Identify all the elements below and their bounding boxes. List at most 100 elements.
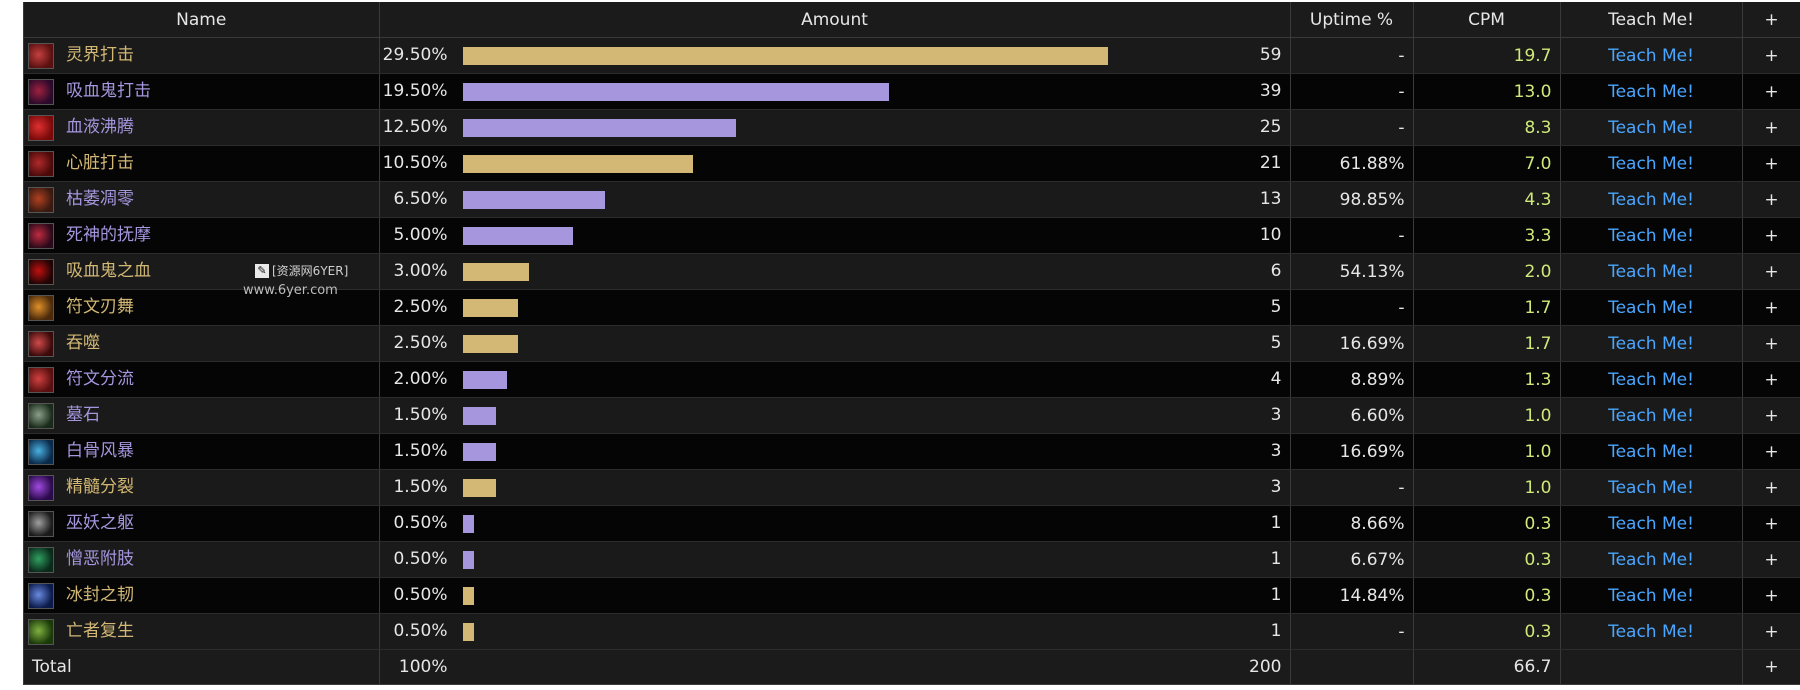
spell-name-link[interactable]: 血液沸腾 bbox=[66, 117, 134, 137]
spell-name-link[interactable]: 墓石 bbox=[66, 405, 100, 425]
table-row[interactable]: 吞噬 2.50% 5 16.69% 1.7 Teach Me! + bbox=[24, 325, 1800, 362]
expand-row-button[interactable]: + bbox=[1742, 289, 1800, 326]
cpm-value: 0.3 bbox=[1413, 613, 1561, 650]
header-expand-all[interactable]: + bbox=[1742, 2, 1800, 38]
cpm-value: 0.3 bbox=[1413, 577, 1561, 614]
amount-cell: 2.50% 5 bbox=[379, 325, 1291, 362]
spell-name-link[interactable]: 枯萎凋零 bbox=[66, 189, 134, 209]
spell-name-link[interactable]: 吸血鬼打击 bbox=[66, 81, 151, 101]
expand-row-button[interactable]: + bbox=[1742, 109, 1800, 146]
spell-name-link[interactable]: 吸血鬼之血 bbox=[66, 261, 151, 281]
blood-strike-icon bbox=[28, 43, 54, 69]
table-row[interactable]: 枯萎凋零 6.50% 13 98.85% 4.3 Teach Me! + bbox=[24, 181, 1800, 218]
rune-weapon-icon bbox=[28, 295, 54, 321]
header-amount[interactable]: Amount bbox=[379, 2, 1291, 38]
expand-row-button[interactable]: + bbox=[1742, 181, 1800, 218]
table-row[interactable]: 巫妖之躯 0.50% 1 8.66% 0.3 Teach Me! + bbox=[24, 505, 1800, 542]
spell-name-link[interactable]: 亡者复生 bbox=[66, 621, 134, 641]
expand-row-button[interactable]: + bbox=[1742, 541, 1800, 578]
expand-row-button[interactable]: + bbox=[1742, 361, 1800, 398]
spell-name-link[interactable]: 憎恶附肢 bbox=[66, 549, 134, 569]
spell-name-link[interactable]: 冰封之韧 bbox=[66, 585, 134, 605]
table-row[interactable]: 心脏打击 10.50% 21 61.88% 7.0 Teach Me! + bbox=[24, 145, 1800, 182]
spell-name-link[interactable]: 白骨风暴 bbox=[66, 441, 134, 461]
header-uptime[interactable]: Uptime % bbox=[1290, 2, 1414, 38]
teach-me-link[interactable]: Teach Me! bbox=[1560, 433, 1743, 470]
icebound-fortitude-icon bbox=[28, 583, 54, 609]
spell-name-link[interactable]: 灵界打击 bbox=[66, 45, 134, 65]
teach-me-link[interactable]: Teach Me! bbox=[1560, 361, 1743, 398]
cpm-value: 3.3 bbox=[1413, 217, 1561, 254]
spell-name-link[interactable]: 心脏打击 bbox=[66, 153, 134, 173]
amount-count: 1 bbox=[1270, 513, 1282, 533]
teach-me-link[interactable]: Teach Me! bbox=[1560, 289, 1743, 326]
expand-row-button[interactable]: + bbox=[1742, 433, 1800, 470]
expand-row-button[interactable]: + bbox=[1742, 145, 1800, 182]
cpm-value: 0.3 bbox=[1413, 541, 1561, 578]
teach-me-link[interactable]: Teach Me! bbox=[1560, 613, 1743, 650]
teach-me-link[interactable]: Teach Me! bbox=[1560, 469, 1743, 506]
expand-row-button[interactable]: + bbox=[1742, 469, 1800, 506]
table-row[interactable]: 亡者复生 0.50% 1-0.3 Teach Me! + bbox=[24, 613, 1800, 650]
tombstone-icon bbox=[28, 403, 54, 429]
table-row[interactable]: 符文刃舞 2.50% 5-1.7 Teach Me! + bbox=[24, 289, 1800, 326]
table-row[interactable]: 吸血鬼打击 19.50% 39-13.0 Teach Me! + bbox=[24, 73, 1800, 110]
expand-row-button[interactable]: + bbox=[1742, 613, 1800, 650]
table-row[interactable]: 吸血鬼之血 3.00% 6 54.13% 2.0 Teach Me! + bbox=[24, 253, 1800, 290]
spell-name-link[interactable]: 巫妖之躯 bbox=[66, 513, 134, 533]
spell-name-link[interactable]: 吞噬 bbox=[66, 333, 100, 353]
expand-row-button[interactable]: + bbox=[1742, 577, 1800, 614]
table-row[interactable]: 符文分流 2.00% 4 8.89% 1.3 Teach Me! + bbox=[24, 361, 1800, 398]
table-row[interactable]: 憎恶附肢 0.50% 1 6.67% 0.3 Teach Me! + bbox=[24, 541, 1800, 578]
expand-row-button[interactable]: + bbox=[1742, 73, 1800, 110]
amount-cell: 29.50% 59 bbox=[379, 37, 1291, 74]
lichborne-icon bbox=[28, 511, 54, 537]
expand-row-button[interactable]: + bbox=[1742, 253, 1800, 290]
total-expand-button[interactable]: + bbox=[1742, 649, 1800, 685]
teach-me-link[interactable]: Teach Me! bbox=[1560, 37, 1743, 74]
amount-count: 1 bbox=[1270, 585, 1282, 605]
table-row[interactable]: 血液沸腾 12.50% 25-8.3 Teach Me! + bbox=[24, 109, 1800, 146]
header-name[interactable]: Name bbox=[24, 2, 380, 38]
amount-cell: 2.50% 5 bbox=[379, 289, 1291, 326]
spell-name-link[interactable]: 符文刃舞 bbox=[66, 297, 134, 317]
expand-row-button[interactable]: + bbox=[1742, 37, 1800, 74]
expand-row-button[interactable]: + bbox=[1742, 505, 1800, 542]
uptime-value: - bbox=[1290, 37, 1414, 74]
spell-name-link[interactable]: 符文分流 bbox=[66, 369, 134, 389]
teach-me-link[interactable]: Teach Me! bbox=[1560, 397, 1743, 434]
table-header: Name Amount Uptime % CPM Teach Me! + bbox=[24, 2, 1800, 38]
table-body: 灵界打击 29.50% 59-19.7 Teach Me! + 吸血鬼打击 19.50% 39… bbox=[24, 37, 1800, 650]
header-cpm[interactable]: CPM bbox=[1413, 2, 1561, 38]
teach-me-link[interactable]: Teach Me! bbox=[1560, 109, 1743, 146]
header-teach-me[interactable]: Teach Me! bbox=[1560, 2, 1743, 38]
expand-row-button[interactable]: + bbox=[1742, 217, 1800, 254]
amount-cell: 3.00% 6 bbox=[379, 253, 1291, 290]
cpm-value: 13.0 bbox=[1413, 73, 1561, 110]
teach-me-link[interactable]: Teach Me! bbox=[1560, 325, 1743, 362]
amount-percent: 0.50% bbox=[393, 621, 448, 641]
table-row[interactable]: 墓石 1.50% 3 6.60% 1.0 Teach Me! + bbox=[24, 397, 1800, 434]
amount-count: 59 bbox=[1259, 45, 1282, 65]
amount-bar bbox=[462, 155, 693, 173]
teach-me-link[interactable]: Teach Me! bbox=[1560, 73, 1743, 110]
table-row[interactable]: 死神的抚摩 5.00% 10-3.3 Teach Me! + bbox=[24, 217, 1800, 254]
table-row[interactable]: 灵界打击 29.50% 59-19.7 Teach Me! + bbox=[24, 37, 1800, 74]
teach-me-link[interactable]: Teach Me! bbox=[1560, 145, 1743, 182]
teach-me-link[interactable]: Teach Me! bbox=[1560, 181, 1743, 218]
table-row[interactable]: 冰封之韧 0.50% 1 14.84% 0.3 Teach Me! + bbox=[24, 577, 1800, 614]
teach-me-link[interactable]: Teach Me! bbox=[1560, 505, 1743, 542]
death-and-decay-icon bbox=[28, 187, 54, 213]
table-row[interactable]: 精髓分裂 1.50% 3-1.0 Teach Me! + bbox=[24, 469, 1800, 506]
deaths-caress-icon bbox=[28, 223, 54, 249]
amount-cell: 1.50% 3 bbox=[379, 469, 1291, 506]
expand-row-button[interactable]: + bbox=[1742, 325, 1800, 362]
teach-me-link[interactable]: Teach Me! bbox=[1560, 541, 1743, 578]
expand-row-button[interactable]: + bbox=[1742, 397, 1800, 434]
teach-me-link[interactable]: Teach Me! bbox=[1560, 217, 1743, 254]
teach-me-link[interactable]: Teach Me! bbox=[1560, 577, 1743, 614]
table-row[interactable]: 白骨风暴 1.50% 3 16.69% 1.0 Teach Me! + bbox=[24, 433, 1800, 470]
teach-me-link[interactable]: Teach Me! bbox=[1560, 253, 1743, 290]
spell-name-link[interactable]: 精髓分裂 bbox=[66, 477, 134, 497]
spell-name-link[interactable]: 死神的抚摩 bbox=[66, 225, 151, 245]
